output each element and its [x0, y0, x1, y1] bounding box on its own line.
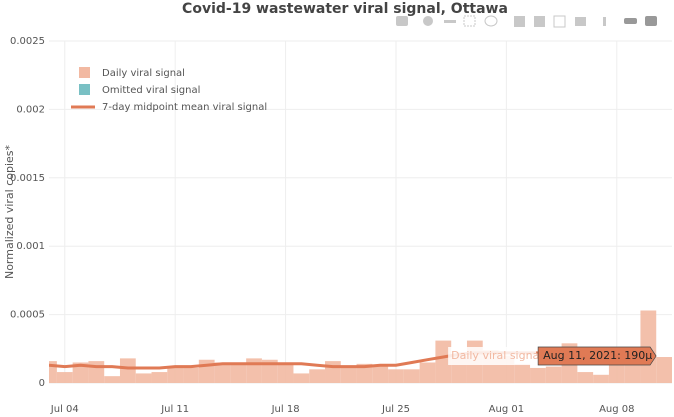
legend-swatch — [79, 84, 90, 95]
bar — [340, 366, 357, 383]
y-tick-label: 0.0025 — [10, 36, 45, 47]
x-tick-label: Jul 04 — [50, 404, 79, 415]
bar — [151, 372, 168, 383]
bar — [56, 372, 73, 383]
bar — [261, 359, 278, 383]
bar — [545, 366, 562, 383]
bar — [119, 358, 136, 383]
bar — [135, 373, 152, 383]
hover-name-bg — [448, 347, 537, 366]
autoscale-icon[interactable] — [553, 15, 566, 28]
bar — [246, 358, 262, 383]
x-tick-label: Aug 08 — [599, 404, 634, 415]
chart-title: Covid-19 wastewater viral signal, Ottawa — [182, 1, 508, 17]
bar — [577, 372, 594, 383]
hover-closest-icon[interactable] — [624, 18, 637, 24]
bar — [530, 367, 546, 383]
bar — [104, 376, 120, 383]
legend-label: Daily viral signal — [102, 68, 185, 79]
y-axis-label: Normalized viral copies* — [3, 144, 16, 279]
bar — [419, 362, 436, 383]
zoom-in-icon[interactable] — [514, 16, 525, 27]
bar — [325, 361, 341, 383]
zoom-icon[interactable] — [423, 16, 433, 26]
bar — [403, 369, 420, 383]
spike-icon[interactable] — [603, 17, 606, 26]
bar — [593, 374, 609, 383]
bar — [514, 363, 531, 383]
y-tick-label: 0 — [39, 378, 45, 389]
hover-name: Daily viral signal — [451, 349, 542, 362]
x-tick-label: Jul 11 — [160, 404, 189, 415]
y-tick-label: 0.0005 — [10, 310, 45, 321]
hover-box — [537, 346, 657, 366]
bar — [49, 361, 57, 383]
bar — [309, 369, 326, 383]
bar — [277, 362, 294, 383]
camera-icon[interactable] — [396, 16, 408, 26]
bar — [293, 373, 310, 383]
bar — [183, 367, 199, 383]
bar — [214, 362, 231, 383]
mode-bar[interactable] — [396, 15, 657, 28]
bar — [656, 357, 672, 383]
legend-label: Omitted viral signal — [102, 85, 200, 96]
bar — [435, 340, 452, 383]
bar — [372, 365, 389, 383]
hover-label: Aug 11, 2021: 190µ — [543, 349, 652, 362]
y-tick-label: 0.001 — [16, 241, 45, 252]
bar — [230, 362, 247, 383]
y-tick-label: 0.002 — [16, 104, 45, 115]
pan-icon[interactable] — [444, 20, 456, 23]
legend-swatch — [79, 67, 90, 78]
y-tick-label: 0.0015 — [10, 173, 45, 184]
x-tick-label: Jul 18 — [271, 404, 300, 415]
x-tick-label: Aug 01 — [489, 404, 524, 415]
hover-compare-icon[interactable] — [645, 16, 657, 26]
x-tick-label: Jul 25 — [381, 404, 410, 415]
plot-area — [49, 310, 672, 383]
bar — [356, 363, 373, 383]
zoom-out-icon[interactable] — [534, 16, 545, 27]
select-icon[interactable] — [463, 15, 476, 27]
legend-label: 7-day midpoint mean viral signal — [102, 102, 267, 113]
bar — [388, 369, 404, 383]
bar — [167, 366, 184, 383]
bar — [72, 362, 89, 383]
bar — [88, 361, 105, 383]
home-icon[interactable] — [575, 17, 586, 26]
lasso-icon[interactable] — [484, 15, 498, 27]
